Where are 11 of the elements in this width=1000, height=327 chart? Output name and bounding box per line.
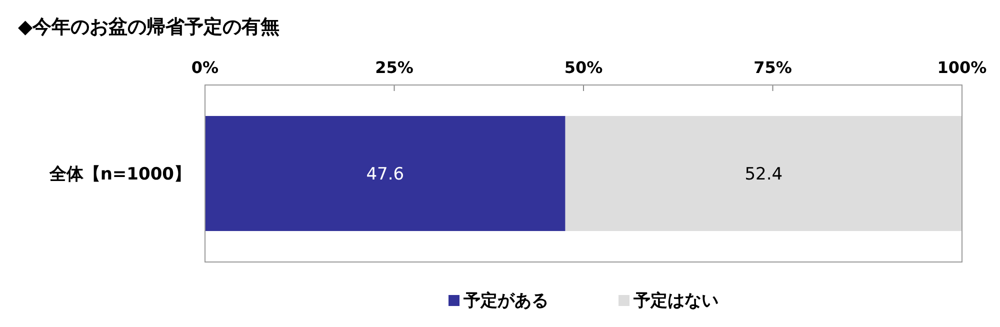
y-tick-label: 全体【n=1000】 xyxy=(48,164,191,184)
x-tick-label: 25% xyxy=(375,58,414,77)
x-tick-label: 50% xyxy=(564,58,603,77)
x-tick-label: 100% xyxy=(937,58,987,77)
x-tick-label: 75% xyxy=(754,58,792,77)
data-label: 47.6 xyxy=(366,164,404,184)
chart-title: ◆今年のお盆の帰省予定の有無 xyxy=(18,16,280,38)
data-label: 52.4 xyxy=(744,164,783,184)
legend-label: 予定がある xyxy=(462,291,548,311)
x-tick-label: 0% xyxy=(191,58,219,77)
legend-label: 予定はない xyxy=(632,291,718,311)
